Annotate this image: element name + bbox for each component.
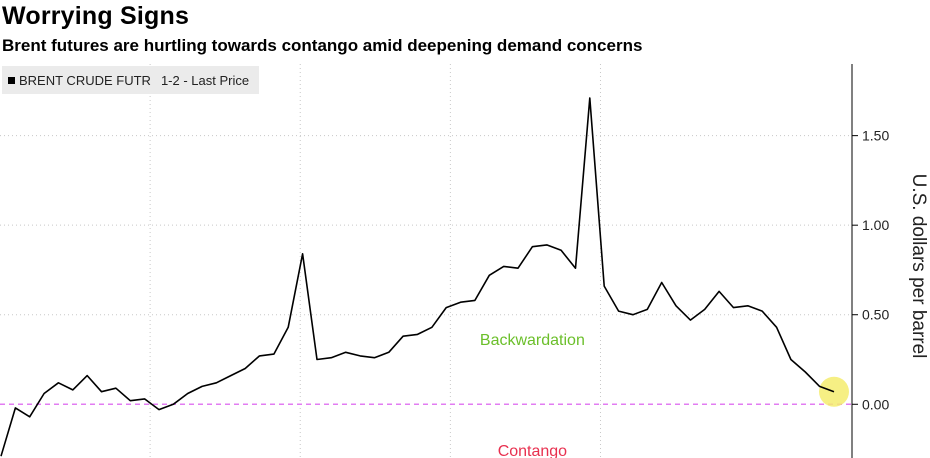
legend: BRENT CRUDE FUTR 1-2 - Last Price — [2, 66, 260, 94]
chart-title: Worrying Signs — [2, 2, 190, 30]
chart-subtitle: Brent futures are hurtling towards conta… — [2, 36, 643, 55]
backwardation-label: Backwardation — [480, 332, 585, 349]
y-tick-label: 1.00 — [862, 217, 889, 233]
legend-series-name: BRENT CRUDE FUTR — [19, 72, 151, 88]
y-axis-label: U.S. dollars per barrel — [908, 173, 929, 359]
legend-series-detail: 1-2 - Last Price — [160, 72, 250, 88]
y-tick-label: 1.50 — [862, 128, 889, 144]
series-line — [0, 97, 835, 457]
y-tick-label: 0.50 — [862, 307, 889, 323]
y-tick-label: 0.00 — [862, 396, 889, 412]
legend-swatch — [8, 76, 15, 84]
last-point-highlight — [819, 376, 849, 407]
contango-label: Contango — [498, 443, 567, 458]
